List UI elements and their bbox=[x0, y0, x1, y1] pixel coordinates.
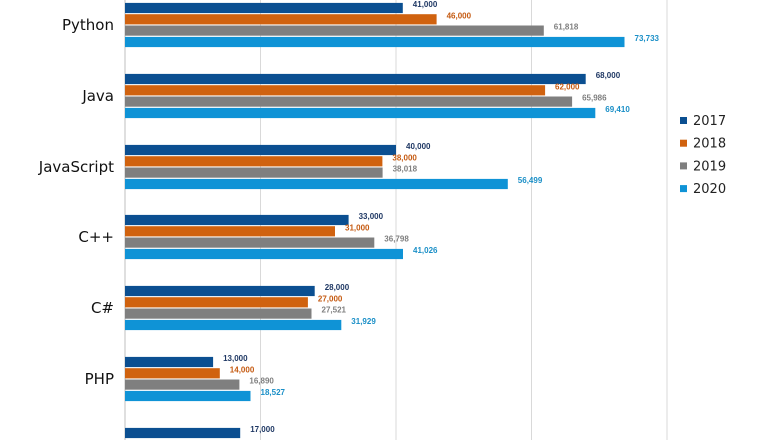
legend-label-2018: 2018 bbox=[693, 137, 726, 152]
value-label: 27,000 bbox=[318, 294, 343, 303]
bar-2017-java bbox=[125, 73, 586, 85]
value-label: 68,000 bbox=[596, 71, 621, 80]
legend-swatch-2018 bbox=[680, 139, 687, 147]
legend-label-2019: 2019 bbox=[693, 159, 726, 174]
bar-2018-javascript bbox=[125, 156, 383, 167]
bar-2020-c- bbox=[125, 319, 342, 331]
legend: 2017 2018 2019 2020 bbox=[680, 114, 726, 197]
bar-2018-c- bbox=[125, 297, 308, 308]
value-label: 41,026 bbox=[413, 246, 438, 255]
legend-label-2017: 2017 bbox=[693, 114, 726, 129]
category-labels: Python Java JavaScript C++ C# PHP bbox=[38, 16, 114, 388]
value-label: 61,818 bbox=[554, 23, 579, 32]
bar-2018-php bbox=[125, 368, 220, 379]
bar-2020-javascript bbox=[125, 178, 508, 190]
bar-2020-c- bbox=[125, 248, 403, 260]
bars bbox=[125, 2, 625, 439]
value-label: 33,000 bbox=[359, 212, 384, 221]
category-label: PHP bbox=[85, 370, 114, 388]
value-label: 16,890 bbox=[249, 377, 274, 386]
bar-2019-javascript bbox=[125, 167, 383, 178]
value-label: 17,000 bbox=[250, 425, 275, 434]
value-label: 14,000 bbox=[230, 365, 255, 374]
value-label: 65,986 bbox=[582, 94, 607, 103]
value-label: 40,000 bbox=[406, 142, 431, 151]
value-label: 38,018 bbox=[393, 165, 418, 174]
legend-swatch-2019 bbox=[680, 162, 687, 170]
legend-label-2020: 2020 bbox=[693, 182, 726, 197]
bar-2017-c- bbox=[125, 285, 315, 297]
value-label: 27,521 bbox=[322, 306, 347, 315]
value-label: 13,000 bbox=[223, 354, 248, 363]
value-label: 36,798 bbox=[384, 235, 409, 244]
bar-2018-java bbox=[125, 85, 546, 96]
value-label: 62,000 bbox=[555, 82, 580, 91]
bar-2019-python bbox=[125, 25, 544, 36]
category-label: Python bbox=[62, 16, 114, 34]
bar-2017-python bbox=[125, 2, 403, 14]
bar-2020-python bbox=[125, 36, 625, 48]
value-label: 18,527 bbox=[261, 388, 286, 397]
bar-2019-c- bbox=[125, 308, 312, 319]
bar-2019-c- bbox=[125, 237, 375, 248]
bar-2020-java bbox=[125, 107, 596, 119]
value-label: 38,000 bbox=[392, 153, 417, 162]
value-label: 46,000 bbox=[447, 11, 472, 20]
bar-2020-php bbox=[125, 390, 251, 402]
category-label: C# bbox=[91, 299, 114, 317]
legend-swatch-2020 bbox=[680, 185, 687, 193]
value-label: 73,733 bbox=[635, 34, 660, 43]
bar-2018-python bbox=[125, 14, 437, 25]
bar-2017-javascript bbox=[125, 144, 396, 156]
bar-2017-c- bbox=[125, 214, 349, 226]
bar-2018-c- bbox=[125, 226, 335, 237]
value-label: 56,499 bbox=[518, 176, 543, 185]
value-label: 31,000 bbox=[345, 223, 370, 232]
bar-2017-cat6 bbox=[125, 427, 241, 439]
value-labels: 41,000 68,000 40,000 33,000 28,000 13,000 17,0… bbox=[223, 0, 659, 434]
value-label: 31,929 bbox=[351, 317, 376, 326]
bar-2019-java bbox=[125, 96, 573, 107]
bar-2019-php bbox=[125, 379, 240, 390]
value-label: 69,410 bbox=[605, 105, 630, 114]
value-label: 28,000 bbox=[325, 283, 350, 292]
legend-swatch-2017 bbox=[680, 117, 687, 124]
category-label: C++ bbox=[78, 228, 114, 246]
bar-2017-php bbox=[125, 356, 214, 368]
category-label: Java bbox=[81, 87, 114, 105]
value-label: 41,000 bbox=[413, 0, 438, 9]
category-label: JavaScript bbox=[38, 158, 114, 176]
